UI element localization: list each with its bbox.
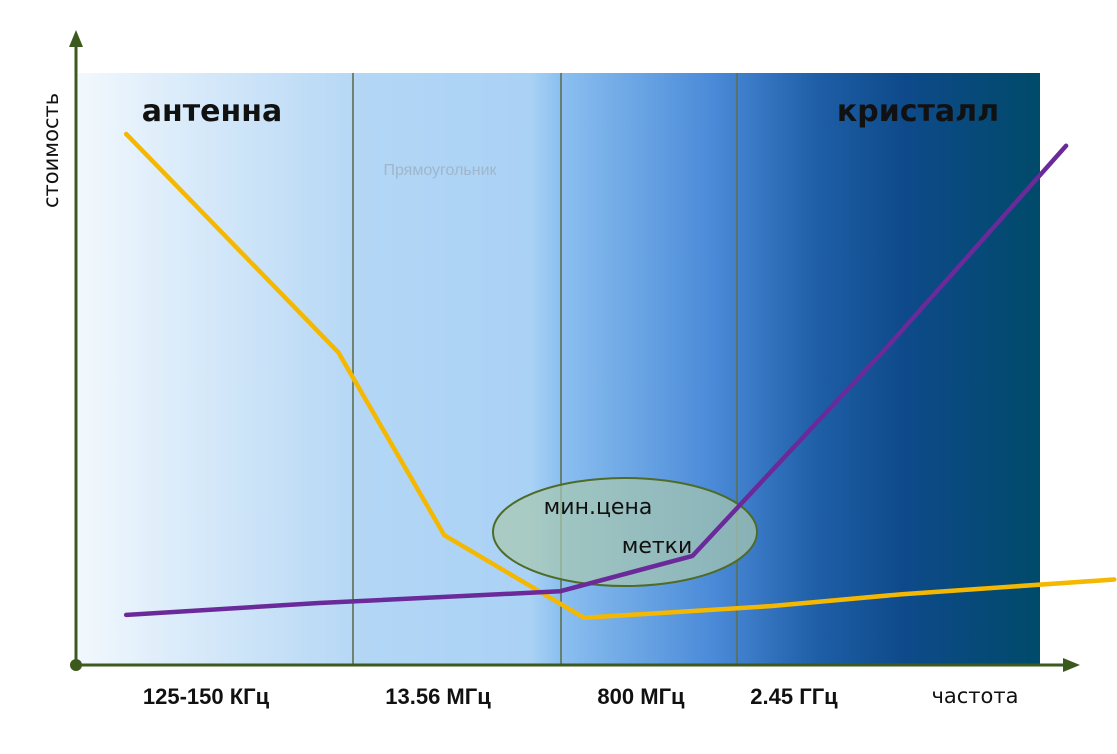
series-label-crystal: кристалл [837,94,999,129]
series-labels: антенна кристалл [142,94,999,129]
faint-shape-label: Прямоугольник [383,162,497,179]
x-tick-label-2: 800 МГц [597,684,685,709]
y-axis-arrow [69,30,83,47]
x-tick-label-0: 125-150 КГц [143,684,270,709]
x-tick-labels: 125-150 КГц 13.56 МГц 800 МГц 2.45 ГГц [143,684,838,709]
axis-origin-dot [70,659,82,671]
series-label-antenna: антенна [142,94,282,129]
annotation-line1: мин.цена [544,495,653,520]
x-tick-label-1: 13.56 МГц [385,684,491,709]
y-axis-label: стоимость [39,93,63,208]
min-price-ellipse [492,477,758,587]
x-tick-label-3: 2.45 ГГц [750,684,838,709]
x-axis-arrow [1063,658,1080,672]
annotation-line2: метки [622,534,693,559]
series-line-1 [123,143,1069,618]
x-axis-label: частота [931,684,1018,708]
series-group [123,131,1117,621]
